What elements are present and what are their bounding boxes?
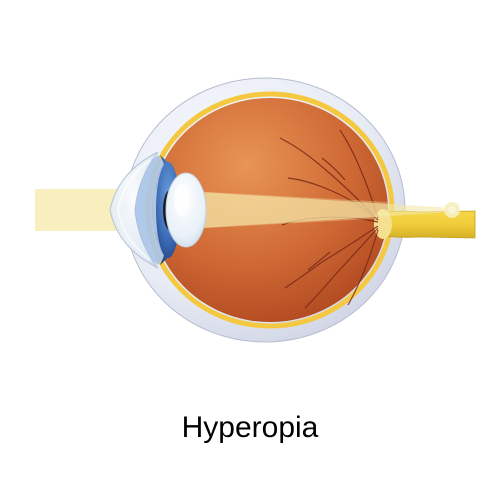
lens — [166, 173, 206, 247]
focal-point — [444, 202, 460, 218]
hyperopia-diagram: Hyperopia — [0, 0, 500, 500]
diagram-title: Hyperopia — [182, 411, 319, 445]
